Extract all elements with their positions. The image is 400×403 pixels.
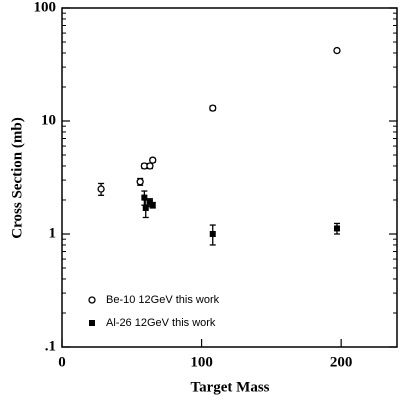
x-tick-label: 0 (58, 354, 66, 370)
y-tick-label: 10 (41, 112, 56, 128)
point (209, 104, 217, 112)
point (149, 202, 156, 209)
point (333, 46, 341, 55)
point (142, 204, 149, 211)
y-axis-label: Cross Section (mb) (9, 117, 25, 238)
y-tick-label: 1 (49, 225, 57, 241)
point (97, 185, 105, 193)
point (209, 231, 216, 237)
legend-label: Al-26 12GeV this work (106, 317, 216, 329)
point (149, 156, 157, 164)
legend-marker (89, 320, 95, 326)
legend-label: Be-10 12GeV this work (106, 294, 220, 306)
x-axis-label: Target Mass (190, 379, 269, 395)
point (136, 178, 144, 186)
point (141, 194, 148, 201)
y-tick-label: 100 (34, 0, 57, 15)
point (333, 225, 340, 232)
y-tick-label: .1 (45, 338, 56, 354)
x-tick-label: 200 (330, 354, 353, 370)
plot-frame (61, 7, 398, 348)
x-tick-label: 100 (190, 354, 213, 370)
legend-marker (88, 296, 96, 304)
point (146, 162, 154, 170)
